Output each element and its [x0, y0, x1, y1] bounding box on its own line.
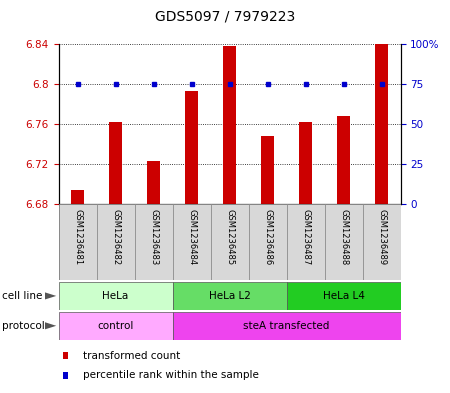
Text: HeLa: HeLa	[103, 291, 129, 301]
Text: steA transfected: steA transfected	[243, 321, 330, 331]
Text: GSM1236482: GSM1236482	[111, 209, 120, 265]
Bar	[261, 136, 274, 204]
Bar	[71, 190, 84, 204]
Bar	[58, 204, 96, 280]
Bar	[287, 282, 400, 310]
Text: HeLa L2: HeLa L2	[208, 291, 251, 301]
Text: protocol: protocol	[2, 321, 45, 331]
Text: GSM1236485: GSM1236485	[225, 209, 234, 265]
Bar	[363, 204, 400, 280]
Bar	[96, 204, 135, 280]
Text: GSM1236484: GSM1236484	[187, 209, 196, 265]
Bar	[135, 204, 172, 280]
Bar	[172, 312, 400, 340]
Text: cell line: cell line	[2, 291, 43, 301]
Bar	[185, 91, 198, 204]
Bar	[172, 282, 287, 310]
Bar	[58, 282, 172, 310]
Text: GSM1236481: GSM1236481	[73, 209, 82, 265]
Text: transformed count: transformed count	[83, 351, 180, 361]
Text: control: control	[97, 321, 134, 331]
Text: GSM1236489: GSM1236489	[377, 209, 386, 265]
Bar	[172, 204, 211, 280]
Bar	[109, 122, 122, 204]
Bar	[299, 122, 312, 204]
Text: percentile rank within the sample: percentile rank within the sample	[83, 370, 259, 380]
Bar	[375, 44, 388, 204]
Bar	[147, 161, 160, 204]
Bar	[337, 116, 350, 204]
Bar	[223, 46, 236, 204]
Text: GSM1236486: GSM1236486	[263, 209, 272, 265]
Text: GDS5097 / 7979223: GDS5097 / 7979223	[155, 10, 295, 24]
Bar	[211, 204, 248, 280]
Bar	[58, 312, 172, 340]
Text: GSM1236488: GSM1236488	[339, 209, 348, 265]
Bar	[287, 204, 324, 280]
Text: GSM1236487: GSM1236487	[301, 209, 310, 265]
Text: HeLa L4: HeLa L4	[323, 291, 364, 301]
Bar	[248, 204, 287, 280]
Bar	[324, 204, 363, 280]
Text: GSM1236483: GSM1236483	[149, 209, 158, 265]
